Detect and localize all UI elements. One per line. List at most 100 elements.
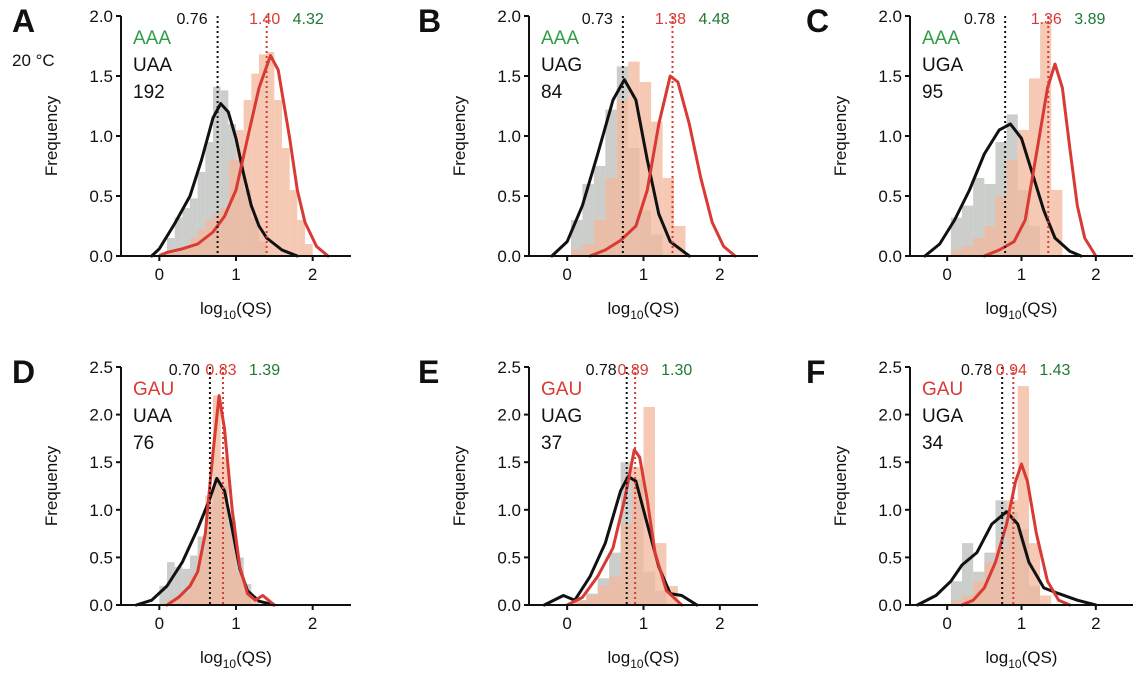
x-tick-label: 1 — [231, 614, 240, 633]
test-hist-bar — [174, 250, 183, 256]
ref-hist-bar — [182, 208, 190, 256]
y-axis-label: Frequency — [450, 95, 469, 176]
y-tick-label: 0.0 — [878, 247, 902, 266]
test-hist-bar — [639, 82, 652, 256]
test-hist-bar — [582, 244, 594, 256]
test-hist-bar — [213, 214, 221, 256]
x-tick-label: 2 — [1091, 265, 1100, 284]
test-hist-bar — [574, 600, 587, 605]
test-hist-bar — [251, 73, 259, 256]
y-axis-label: Frequency — [831, 445, 850, 526]
y-tick-label: 0.5 — [497, 548, 521, 567]
sample-count-label: 76 — [133, 433, 154, 454]
ref-hist-bar — [220, 90, 229, 257]
test-hist-bar — [236, 571, 244, 605]
stop-codon-label: UGA — [922, 406, 964, 427]
ref-kde-line — [923, 122, 1083, 258]
y-tick-label: 2.5 — [878, 358, 902, 377]
x-tick-label: 1 — [1017, 614, 1026, 633]
ratio-label: 3.89 — [1074, 11, 1105, 28]
sample-count-label: 192 — [133, 82, 165, 103]
test-hist-bar — [995, 196, 1007, 256]
test-hist-bar — [593, 220, 606, 256]
y-tick-label: 0.5 — [497, 187, 521, 206]
x-tick-label: 0 — [942, 614, 951, 633]
ref-hist-bar — [950, 581, 963, 605]
test-kde-line — [588, 74, 737, 258]
test-hist-bar — [182, 593, 190, 605]
sample-count-label: 95 — [922, 82, 943, 103]
x-axis-label: log10(QS) — [986, 648, 1058, 671]
codon-label: AAA — [133, 28, 171, 49]
ref-hist-bar — [593, 166, 606, 256]
test-hist-bar — [651, 121, 663, 256]
y-tick-label: 1.5 — [497, 453, 521, 472]
test-hist-bar — [205, 495, 213, 605]
x-tick-label: 1 — [639, 265, 648, 284]
test-hist-bar — [190, 238, 198, 256]
y-tick-label: 0.0 — [878, 596, 902, 615]
panel-F: 0.0 0.5 1.0 1.5 2.0 2.5 0 1 2 Frequency log10(QS) F… — [806, 354, 1133, 671]
panel-letter: F — [806, 354, 826, 390]
x-tick-label: 2 — [715, 614, 724, 633]
ref-kde-line — [915, 510, 1098, 607]
ref-median-label: 0.76 — [176, 11, 207, 28]
stop-codon-label: UAA — [133, 55, 172, 76]
y-tick-label: 0.0 — [89, 247, 113, 266]
panel-letter: A — [12, 3, 35, 39]
test-hist-bar — [962, 246, 974, 256]
y-tick-label: 1.0 — [89, 501, 113, 520]
test-hist-bar — [586, 595, 598, 605]
test-hist-bar — [228, 160, 236, 256]
test-kde-line — [982, 62, 1098, 258]
y-tick-label: 0.5 — [878, 187, 902, 206]
y-tick-label: 0.0 — [497, 596, 521, 615]
y-tick-label: 1.5 — [89, 67, 113, 86]
stop-codon-label: UAG — [541, 406, 582, 427]
x-tick-label: 2 — [715, 265, 724, 284]
test-hist-bar — [243, 590, 252, 605]
sample-count-label: 34 — [922, 433, 944, 454]
test-hist-bar — [570, 250, 583, 256]
x-tick-label: 0 — [562, 265, 571, 284]
y-tick-label: 1.0 — [497, 127, 521, 146]
test-hist-bar — [259, 54, 267, 257]
ref-hist-bar — [582, 184, 594, 256]
x-axis-label: log10(QS) — [608, 299, 680, 322]
test-hist-bar — [220, 208, 229, 256]
y-tick-label: 2.0 — [89, 406, 113, 425]
test-hist-bar — [950, 250, 963, 256]
y-axis-label: Frequency — [42, 95, 61, 176]
panel-letter: D — [12, 354, 35, 390]
test-kde-line — [565, 448, 684, 607]
x-tick-label: 0 — [155, 614, 164, 633]
test-hist-bar — [1040, 595, 1052, 605]
test-hist-bar — [274, 100, 282, 256]
x-axis-label: log10(QS) — [986, 299, 1058, 322]
sample-count-label: 37 — [541, 433, 562, 454]
test-median-label: 0.83 — [205, 362, 236, 379]
codon-label: GAU — [541, 379, 582, 400]
sample-count-label: 84 — [541, 82, 563, 103]
test-hist-bar — [236, 130, 244, 256]
ref-hist-bar — [174, 566, 183, 605]
test-hist-bar — [962, 595, 974, 605]
y-tick-label: 2.5 — [497, 358, 521, 377]
y-tick-label: 2.0 — [878, 7, 902, 26]
y-tick-label: 1.5 — [878, 67, 902, 86]
ref-median-label: 0.78 — [586, 362, 617, 379]
y-tick-label: 1.0 — [497, 501, 521, 520]
test-hist-bar — [182, 246, 190, 256]
y-tick-label: 0.5 — [89, 187, 113, 206]
x-tick-label: 2 — [308, 614, 317, 633]
stop-codon-label: UAG — [541, 55, 582, 76]
ref-hist-bar — [973, 178, 985, 256]
ref-hist-bar — [205, 142, 213, 256]
stop-codon-label: UAA — [133, 406, 172, 427]
x-tick-label: 0 — [155, 265, 164, 284]
codon-label: AAA — [541, 28, 579, 49]
ref-hist-bar — [167, 562, 175, 605]
ref-kde-line — [550, 78, 691, 258]
x-tick-label: 1 — [639, 614, 648, 633]
